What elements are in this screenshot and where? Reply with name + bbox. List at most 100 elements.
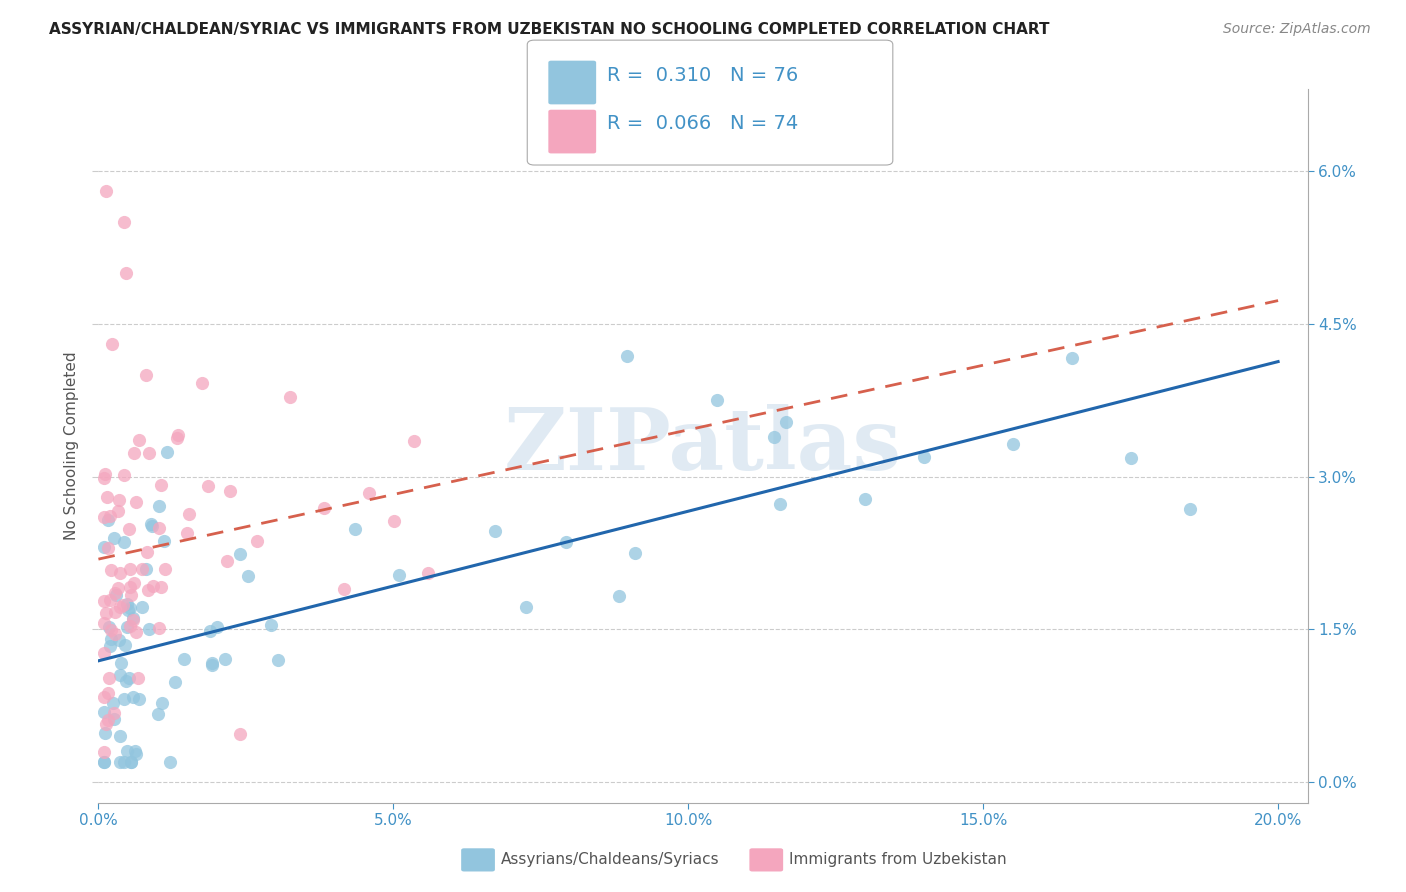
Point — [122, 613, 145, 627]
Point — [93, 510, 115, 524]
Point — [93, 540, 115, 554]
Point — [138, 622, 160, 636]
Point — [124, 625, 146, 640]
Point — [97, 686, 120, 700]
Point — [1001, 437, 1024, 451]
Point — [108, 492, 131, 507]
Point — [215, 554, 238, 568]
Point — [200, 657, 222, 671]
Point — [357, 486, 380, 500]
Text: Source: ZipAtlas.com: Source: ZipAtlas.com — [1223, 22, 1371, 37]
Point — [191, 376, 214, 391]
Point — [229, 727, 252, 741]
Point — [108, 729, 131, 743]
Point — [762, 430, 785, 444]
Point — [112, 598, 135, 612]
Point — [150, 696, 173, 710]
Point — [100, 632, 122, 646]
Point — [93, 615, 115, 630]
Point — [201, 657, 224, 672]
Point — [117, 620, 139, 634]
Point — [853, 491, 876, 506]
Point — [122, 610, 145, 624]
Point — [107, 504, 129, 518]
Point — [110, 566, 132, 580]
Point — [148, 499, 170, 513]
Point — [141, 519, 163, 533]
Text: Assyrians/Chaldeans/Syriacs: Assyrians/Chaldeans/Syriacs — [501, 853, 718, 867]
Point — [173, 652, 195, 666]
Point — [120, 601, 142, 615]
Point — [120, 755, 142, 769]
Point — [110, 755, 132, 769]
Point — [108, 600, 131, 615]
Point — [166, 431, 188, 445]
Point — [112, 467, 135, 482]
Point — [515, 600, 537, 615]
Point — [135, 562, 157, 576]
Point — [93, 690, 115, 704]
Point — [769, 497, 792, 511]
Point — [912, 450, 935, 464]
Point — [114, 215, 136, 229]
Text: ASSYRIAN/CHALDEAN/SYRIAC VS IMMIGRANTS FROM UZBEKISTAN NO SCHOOLING COMPLETED CO: ASSYRIAN/CHALDEAN/SYRIAC VS IMMIGRANTS F… — [49, 22, 1050, 37]
Point — [94, 717, 117, 731]
Point — [122, 690, 145, 704]
Point — [94, 184, 117, 198]
Point — [236, 568, 259, 582]
Point — [278, 390, 301, 404]
Point — [100, 563, 122, 577]
Point — [125, 747, 148, 761]
Point — [97, 541, 120, 555]
Point — [117, 603, 139, 617]
Point — [344, 522, 367, 536]
Text: ZIPatlas: ZIPatlas — [503, 404, 903, 488]
Point — [108, 632, 131, 647]
Point — [128, 433, 150, 447]
Point — [607, 589, 630, 603]
Point — [148, 521, 170, 535]
Point — [402, 434, 425, 449]
Point — [1119, 451, 1142, 466]
Point — [176, 525, 198, 540]
Point — [96, 490, 118, 504]
Point — [93, 755, 115, 769]
Point — [138, 446, 160, 460]
Point — [104, 606, 127, 620]
Point — [112, 534, 135, 549]
Point — [131, 599, 153, 614]
Point — [267, 652, 290, 666]
Point — [103, 712, 125, 726]
Point — [149, 580, 172, 594]
Point — [93, 706, 115, 720]
Point — [246, 534, 269, 549]
Point — [93, 467, 115, 481]
Point — [136, 582, 159, 597]
Point — [94, 725, 117, 739]
Point — [93, 745, 115, 759]
Point — [101, 697, 124, 711]
Point — [165, 675, 187, 690]
Point — [1178, 502, 1201, 516]
Point — [555, 535, 578, 549]
Point — [624, 546, 647, 560]
Point — [97, 513, 120, 527]
Point — [416, 566, 439, 580]
Point — [382, 514, 405, 528]
Point — [120, 580, 142, 594]
Point — [93, 471, 115, 485]
Point — [97, 713, 120, 727]
Point — [149, 478, 172, 492]
Point — [131, 561, 153, 575]
Point — [128, 692, 150, 706]
Point — [122, 576, 145, 591]
Point — [153, 562, 176, 576]
Point — [98, 620, 121, 634]
Point — [200, 624, 222, 639]
Point — [93, 594, 115, 608]
Point — [112, 755, 135, 769]
Point — [103, 706, 125, 720]
Point — [214, 652, 236, 666]
Point — [120, 562, 142, 576]
Point — [124, 744, 146, 758]
